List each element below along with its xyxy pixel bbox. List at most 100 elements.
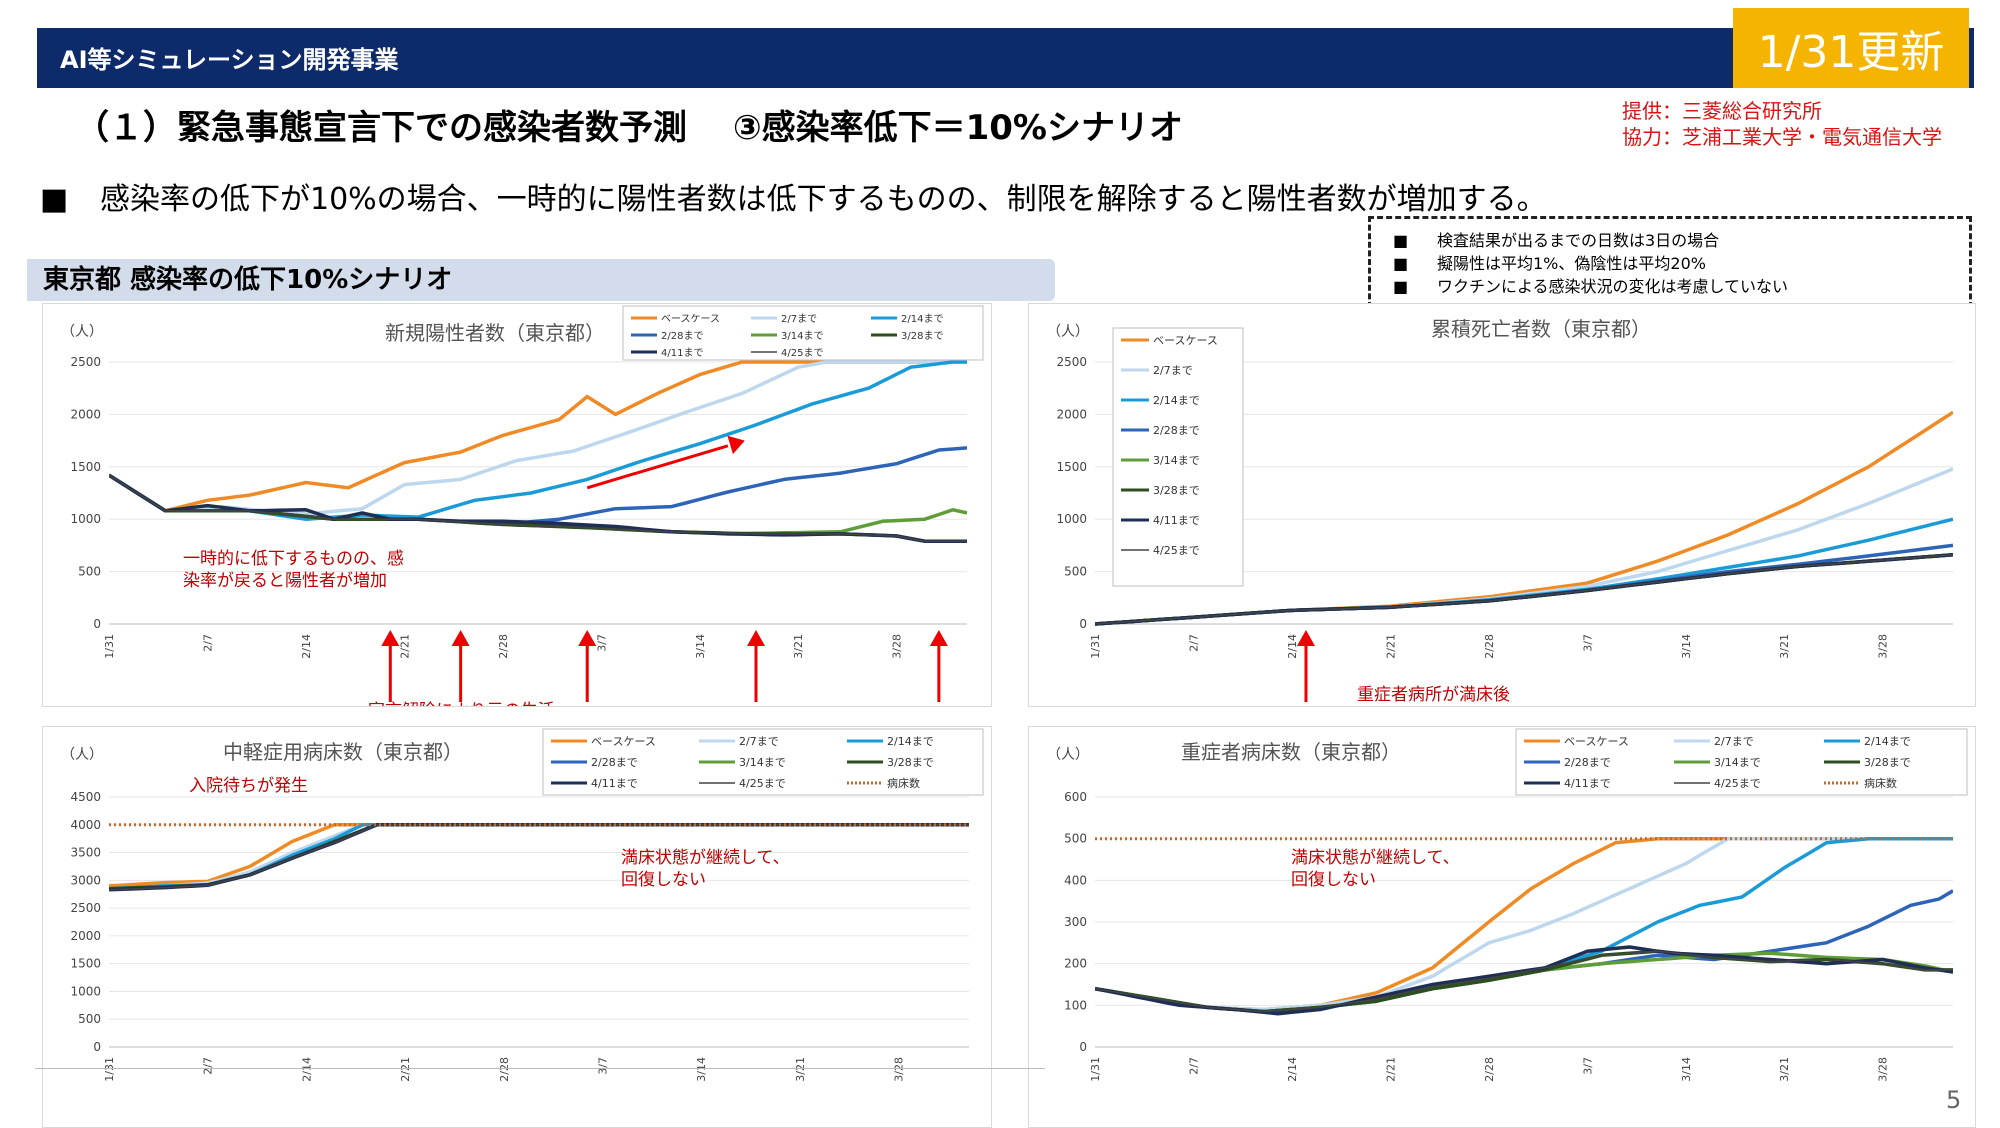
x-tick-label: 2/28 xyxy=(1483,1057,1496,1082)
x-tick-label: 2/21 xyxy=(398,634,411,659)
cooperation-line: 協力：芝浦工業大学・電気通信大学 xyxy=(1622,125,1942,149)
x-tick-label: 1/31 xyxy=(103,1057,116,1082)
legend-label: ベースケース xyxy=(591,735,656,748)
legend-label: 病床数 xyxy=(1864,776,1897,790)
series-line xyxy=(1095,836,1953,1012)
provider-credit: 提供：三菱総合研究所 協力：芝浦工業大学・電気通信大学 xyxy=(1622,98,1942,150)
y-tick-label: 200 xyxy=(1064,957,1087,971)
x-tick-label: 3/7 xyxy=(596,1057,609,1075)
x-tick-label: 2/21 xyxy=(1384,634,1397,659)
trend-arrow xyxy=(586,444,729,490)
summary-text: 感染率の低下が10%の場合、一時的に陽性者数は低下するものの、制限を解除すると陽… xyxy=(100,182,1547,217)
y-tick-label: 1500 xyxy=(1056,460,1087,474)
legend-box xyxy=(1515,728,1968,796)
legend-label: 2/7まで xyxy=(739,735,779,748)
y-tick-label: 0 xyxy=(1079,617,1087,631)
x-tick-label: 3/7 xyxy=(595,634,608,652)
arrow-head-icon xyxy=(451,630,470,646)
arrow-head-icon xyxy=(381,630,400,646)
chart-title: 累積死亡者数（東京都） xyxy=(1431,317,1651,341)
y-tick-label: 4000 xyxy=(70,818,101,832)
legend-label: 2/14まで xyxy=(1153,394,1200,407)
chart-svg: 0 500 1000 1500 2000 2500 3000 3500 4000 4500 1/31… xyxy=(61,728,984,1082)
arrow-head-icon xyxy=(747,630,766,646)
note-item: ■ 検査結果が出るまでの日数は3日の場合 xyxy=(1393,231,1720,250)
legend-label: 2/14まで xyxy=(1864,735,1911,748)
x-tick-label: 3/21 xyxy=(792,634,805,659)
x-tick-label: 3/7 xyxy=(1581,634,1594,652)
x-tick-label: 2/7 xyxy=(1187,634,1200,652)
x-tick-label: 3/14 xyxy=(695,1057,708,1082)
chart-title: 重症者病床数（東京都） xyxy=(1181,740,1401,764)
series-line xyxy=(1095,836,1953,1014)
summary-bullet: ■ 感染率の低下が10%の場合、一時的に陽性者数は低下するものの、制限を解除すると… xyxy=(40,174,1547,218)
x-tick-label: 3/28 xyxy=(891,634,904,659)
legend-label: 2/28まで xyxy=(661,330,703,342)
x-tick-label: 2/14 xyxy=(1286,1057,1299,1082)
chart-svg: 0 500 1000 1500 2000 2500 1/31 2/7 2/14 2/21 2/28 3… xyxy=(61,305,984,706)
chart-svg: 0 500 1000 1500 2000 2500 1/31 2/7 2/14 2/21 2/28 3… xyxy=(1047,317,1953,705)
x-tick-label: 2/28 xyxy=(497,634,510,659)
header-bar xyxy=(37,28,1974,88)
series-line xyxy=(1095,836,1953,1012)
x-tick-label: 3/14 xyxy=(694,634,707,659)
series-line xyxy=(1095,950,1953,1013)
y-tick-label: 2000 xyxy=(1056,407,1087,421)
y-axis-label: （人） xyxy=(61,747,103,763)
legend-label: 4/11まで xyxy=(1564,777,1611,790)
bullet-square-icon: ■ xyxy=(1393,231,1409,250)
chart-new-positives: 0 500 1000 1500 2000 2500 1/31 2/7 2/14 2/21 2/28 3… xyxy=(42,303,992,707)
series-line xyxy=(1095,554,1953,625)
legend-label: 3/28まで xyxy=(901,330,943,342)
annotation-text: 一時的に低下するものの、感 xyxy=(183,549,404,569)
y-tick-label: 2500 xyxy=(70,901,101,915)
y-tick-label: 3500 xyxy=(70,846,101,860)
annotation-text: 回復しない xyxy=(1291,870,1376,890)
legend-label: ベースケース xyxy=(661,313,720,325)
legend-label: ベースケース xyxy=(1153,334,1218,347)
x-tick-label: 3/21 xyxy=(1778,634,1791,659)
y-tick-label: 0 xyxy=(93,617,101,631)
provider-line: 提供：三菱総合研究所 xyxy=(1622,99,1822,123)
legend-box xyxy=(542,728,984,796)
bullet-square-icon: ■ xyxy=(40,182,69,217)
y-axis-label: （人） xyxy=(1047,324,1089,340)
x-tick-label: 3/21 xyxy=(794,1057,807,1082)
y-tick-label: 4500 xyxy=(70,790,101,804)
y-tick-label: 600 xyxy=(1064,790,1087,804)
legend-label: 4/25まで xyxy=(781,347,823,359)
y-tick-label: 0 xyxy=(93,1040,101,1054)
chart-title: 中軽症用病床数（東京都） xyxy=(223,740,463,764)
note-item: ■ ワクチンによる感染状況の変化は考慮していない xyxy=(1393,277,1789,296)
x-tick-label: 3/14 xyxy=(1680,634,1693,659)
x-tick-label: 2/7 xyxy=(1187,1057,1200,1075)
chart-title: 新規陽性者数（東京都） xyxy=(385,321,605,345)
chart-severe-beds: 0 100 200 300 400 500 600 1/31 2/7 2/14 2/21 2/28 3/… xyxy=(1028,726,1976,1128)
y-tick-label: 100 xyxy=(1064,998,1087,1012)
arrow-head-icon xyxy=(727,435,745,455)
arrow-head-icon xyxy=(1296,630,1315,646)
x-tick-label: 2/28 xyxy=(1483,634,1496,659)
legend-label: 3/14まで xyxy=(781,330,823,342)
note-item: ■ 擬陽性は平均1%、偽陰性は平均20% xyxy=(1393,254,1706,273)
page-title: （１）緊急事態宣言下での感染者数予測 ③感染率低下＝10%シナリオ xyxy=(75,108,1184,148)
chart-svg: 0 100 200 300 400 500 600 1/31 2/7 2/14 2/21 2/28 3/… xyxy=(1047,728,1968,1082)
x-tick-label: 3/14 xyxy=(1680,1057,1693,1082)
series-line xyxy=(1095,889,1953,1014)
legend-label: 4/11まで xyxy=(661,347,703,359)
x-tick-label: 1/31 xyxy=(1089,634,1102,659)
legend-label: 2/7まで xyxy=(1153,364,1193,377)
series-group xyxy=(109,360,967,543)
legend-label: 3/14まで xyxy=(1153,454,1200,467)
annotation-text: 宣言解除により元の生活 xyxy=(368,701,555,706)
x-tick-label: 2/7 xyxy=(201,634,214,652)
x-tick-label: 2/14 xyxy=(300,1057,313,1082)
legend-label: 3/14まで xyxy=(1714,756,1761,769)
annotation-text: 染率が戻ると陽性者が増加 xyxy=(183,571,387,591)
bullet-square-icon: ■ xyxy=(1393,254,1409,273)
y-tick-label: 2500 xyxy=(1056,355,1087,369)
annotation-text: 満床状態が継続して、 xyxy=(1291,848,1460,868)
y-tick-label: 2500 xyxy=(70,355,101,369)
arrow-head-icon xyxy=(578,630,597,646)
legend-label: ベースケース xyxy=(1564,735,1629,748)
